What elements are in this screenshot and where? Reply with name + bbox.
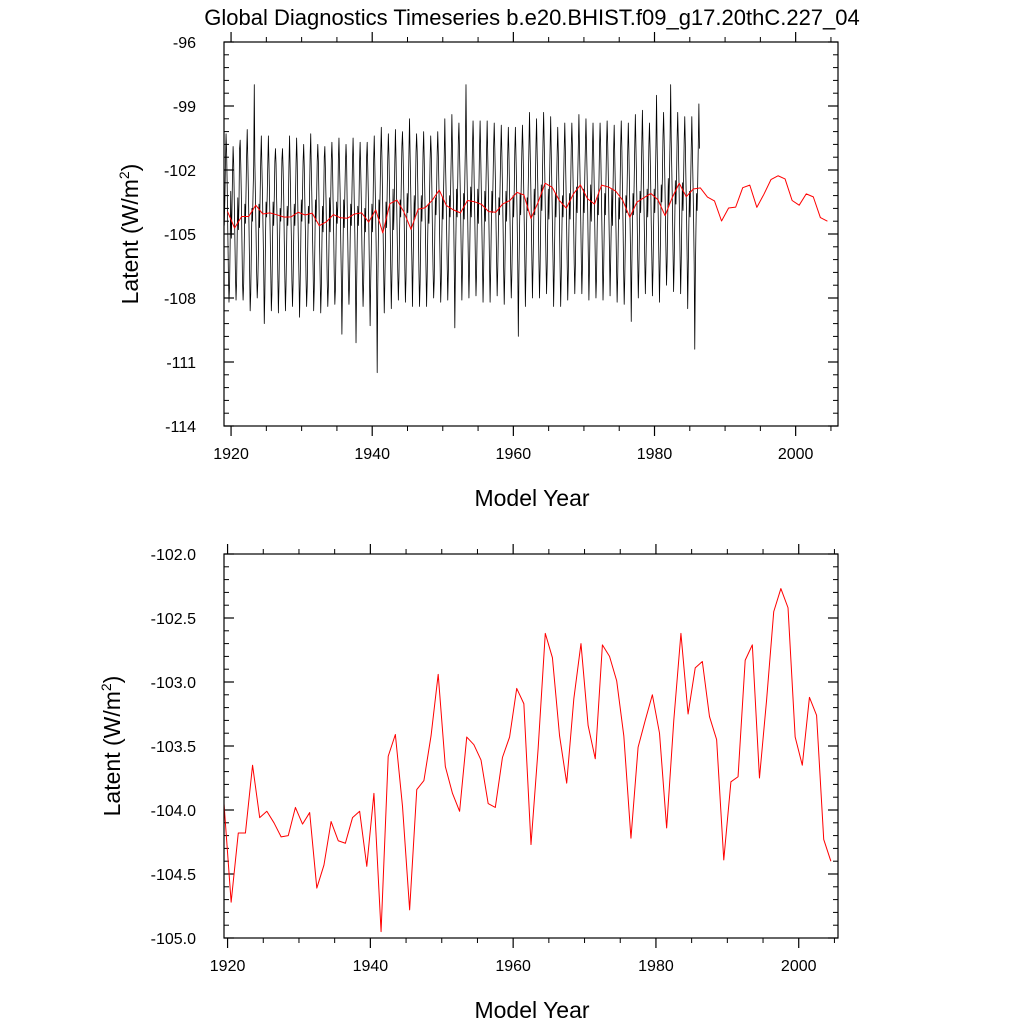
top-panel-lines (224, 84, 828, 374)
x-tick-label: 1960 (496, 446, 532, 463)
bottom-panel-lines (224, 588, 832, 933)
bottom-y-axis-title-sup: 2 (98, 683, 114, 691)
y-tick-label: -111 (166, 355, 196, 372)
y-tick-label: -108 (164, 291, 196, 308)
top-y-axis-title-tail: ) (117, 164, 143, 172)
y-tick-label: -104.0 (151, 803, 196, 820)
x-tick-label: 1920 (210, 958, 246, 975)
y-tick-label: -102.5 (151, 611, 196, 628)
top-y-axis-title: Latent (W/m2) (116, 164, 143, 305)
y-tick-label: -114 (165, 419, 196, 436)
x-tick-label: 1920 (213, 446, 249, 463)
bottom-y-axis-title-main: Latent (W/m (99, 691, 125, 816)
y-tick-label: -103.0 (151, 675, 196, 692)
y-tick-label: -102.0 (151, 547, 196, 564)
bottom-panel: 1920 1940 1960 1980 2000 -105.0 -104.5 -104.0 -1… (98, 544, 839, 1023)
top-y-axis-title-main: Latent (W/m (117, 179, 143, 304)
top-panel-ticks: 1920 1940 1960 1980 2000 -114 -111 -108 -105 -102… (164, 32, 838, 463)
x-tick-label: 1940 (354, 446, 390, 463)
bottom-plot-frame (223, 553, 839, 939)
y-tick-label: -104.5 (151, 867, 196, 884)
series-line-annual-mean (227, 175, 828, 234)
bottom-y-axis-title-tail: ) (99, 676, 125, 684)
y-tick-label: -96 (173, 35, 196, 52)
bottom-panel-ticks: 1920 1940 1960 1980 2000 -105.0 -104.5 -104.0 -1… (151, 544, 838, 975)
x-tick-label: 1980 (638, 958, 674, 975)
x-tick-label: 1940 (353, 958, 389, 975)
bottom-x-axis-title: Model Year (474, 997, 589, 1023)
top-panel: 1920 1940 1960 1980 2000 -114 -111 -108 -105 -102… (116, 32, 839, 511)
figure-title: Global Diagnostics Timeseries b.e20.BHIS… (204, 5, 860, 30)
series-line-monthly (224, 84, 700, 374)
bottom-y-axis-title: Latent (W/m2) (98, 676, 125, 817)
y-tick-label: -105.0 (151, 931, 196, 948)
x-tick-label: 1960 (495, 958, 531, 975)
x-tick-label: 2000 (778, 446, 814, 463)
y-tick-label: -99 (173, 99, 196, 116)
y-tick-label: -105 (164, 227, 196, 244)
top-plot-frame (223, 41, 839, 427)
series-line-annual-mean (224, 588, 832, 933)
top-x-axis-title: Model Year (474, 485, 589, 511)
y-tick-label: -103.5 (151, 739, 196, 756)
y-tick-label: -102 (164, 163, 196, 180)
x-tick-label: 1980 (637, 446, 673, 463)
top-y-axis-title-sup: 2 (116, 171, 132, 179)
x-tick-label: 2000 (781, 958, 817, 975)
